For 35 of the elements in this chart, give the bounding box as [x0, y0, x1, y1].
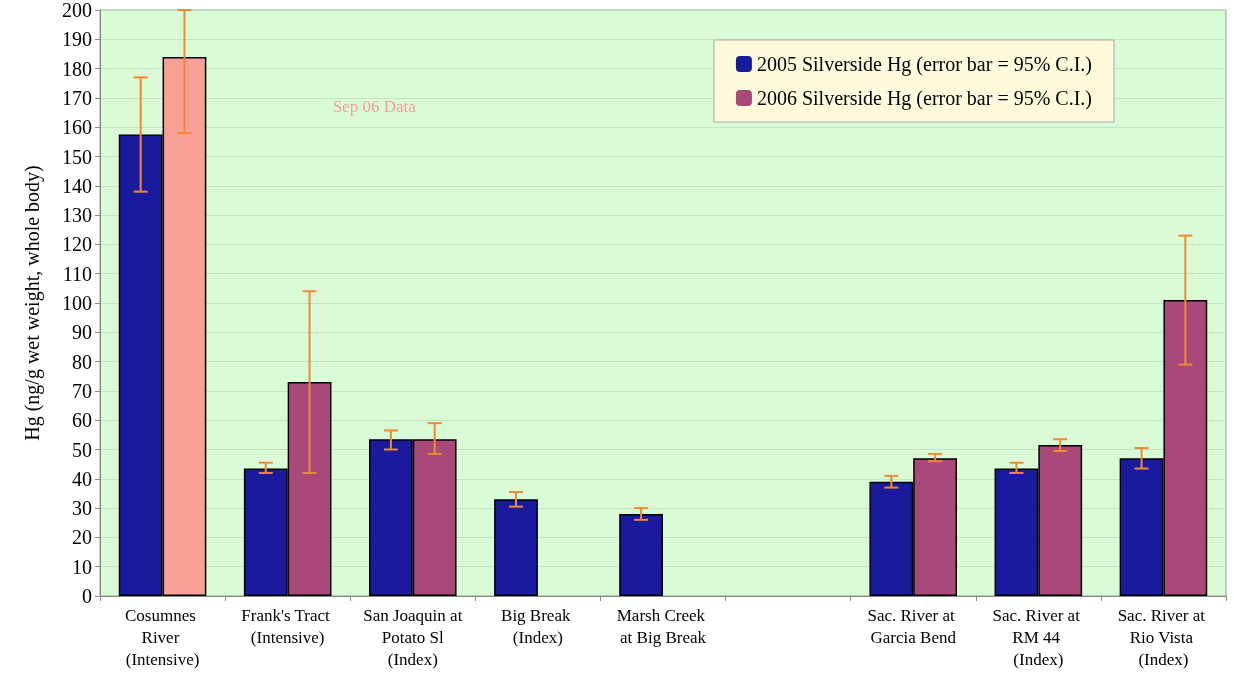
y-tick-label: 100: [62, 292, 92, 314]
y-tick-label: 110: [62, 262, 92, 285]
y-tick-label: 120: [62, 233, 92, 256]
y-tick-label: 50: [72, 438, 92, 461]
y-tick-label: 70: [72, 379, 92, 402]
y-tick-label: 80: [72, 350, 92, 373]
y-tick-label: 200: [62, 0, 92, 21]
y-tick-label: 90: [72, 321, 92, 344]
y-tick-label: 190: [62, 28, 92, 51]
y-tick-label: 60: [72, 409, 92, 432]
x-tick-label: Cosumnes River (Intensive): [125, 605, 201, 669]
y-tick-label: 30: [72, 497, 92, 520]
x-tick-label: Frank's Tract (Intensive): [241, 605, 335, 647]
legend-label: 2006 Silverside Hg (error bar = 95% C.I.): [756, 87, 1093, 110]
bar: [619, 513, 663, 596]
legend-label: 2005 Silverside Hg (error bar = 95% C.I.): [756, 53, 1093, 76]
y-tick-label: 140: [62, 174, 92, 197]
y-tick-label: 0: [82, 585, 92, 607]
y-tick-label: 160: [62, 116, 92, 139]
y-tick-label: 10: [72, 555, 92, 578]
x-tick-label: Sac. River at Rio Vista (Index): [1117, 605, 1210, 669]
y-axis-title: Hg (ng/g wet weight, whole body): [21, 165, 44, 441]
annotation: Sep 06 Data: [332, 96, 417, 116]
y-tick-label: 20: [72, 526, 92, 549]
y-tick-label: 40: [72, 467, 92, 490]
x-tick-label: Big Break (Index): [501, 605, 575, 647]
x-tick-label: Marsh Creek at Big Break: [616, 605, 710, 647]
y-tick-label: 130: [62, 204, 92, 227]
y-tick-label: 150: [62, 145, 92, 168]
x-tick-label: San Joaquin at Potato Sl (Index): [363, 605, 463, 669]
bar: [494, 499, 538, 596]
y-tick-label: 180: [62, 57, 92, 80]
x-tick-label: Sac. River at Garcia Bend: [867, 605, 960, 647]
y-tick-label: 170: [62, 86, 92, 109]
x-tick-label: Sac. River at RM 44 (Index): [992, 605, 1085, 669]
